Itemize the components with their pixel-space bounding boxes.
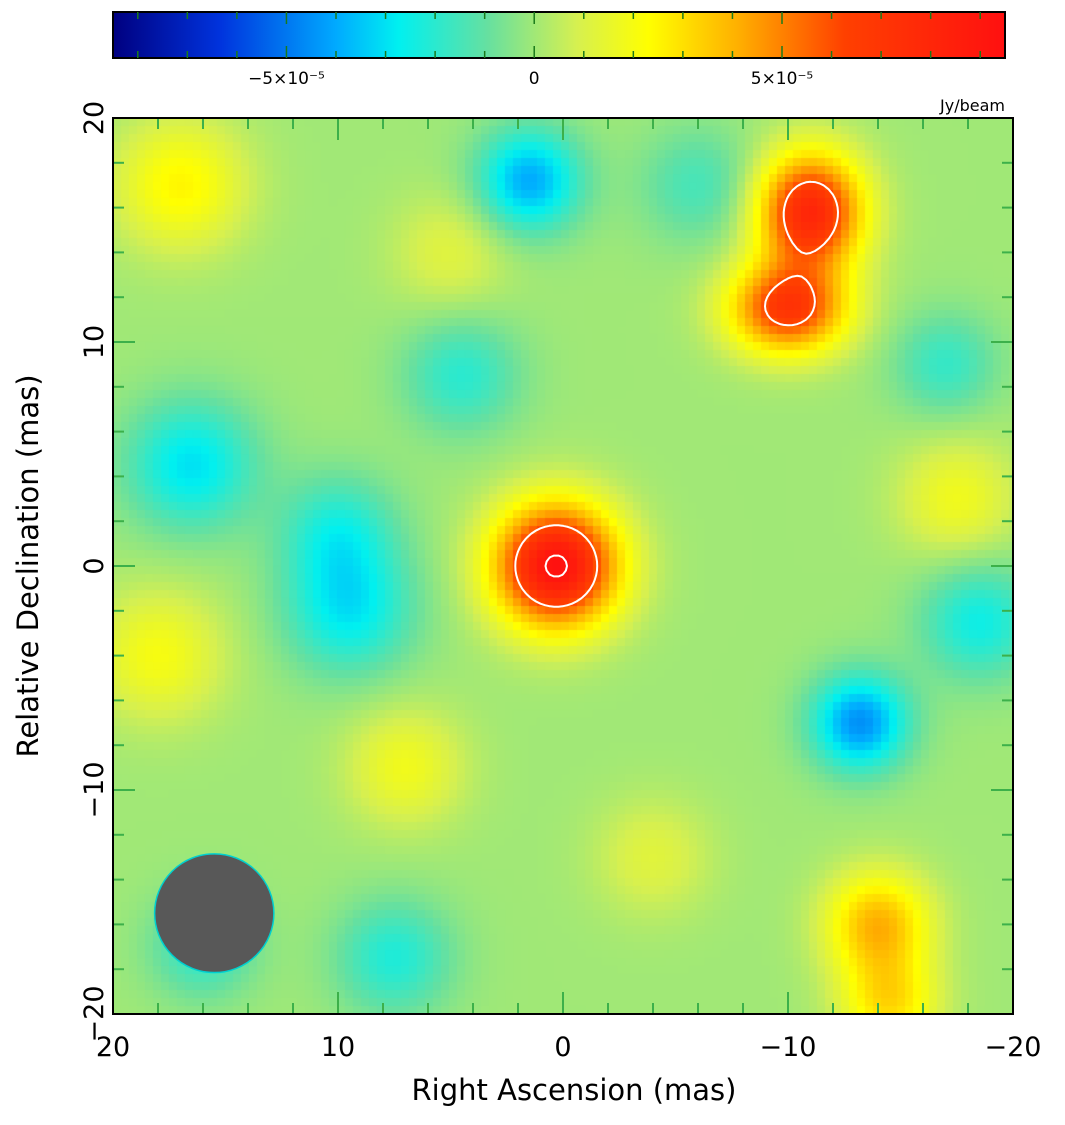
colorbar-tick-label: 0: [529, 69, 540, 89]
contours: [514, 180, 839, 608]
colorbar-gradient: [113, 12, 1005, 58]
x-tick-label: −20: [985, 1032, 1042, 1063]
y-tick-label: 0: [79, 557, 110, 574]
y-tick-label: −10: [79, 762, 110, 819]
colorbar-frame: [112, 11, 1006, 59]
x-axis-label: Right Ascension (mas): [412, 1073, 737, 1107]
y-tick-label: −20: [79, 986, 110, 1043]
x-tick-label: 10: [321, 1032, 355, 1063]
y-tick-label: 20: [79, 101, 110, 135]
y-axis-label: Relative Declination (mas): [11, 374, 45, 757]
colorbar-unit: Jy/beam: [939, 96, 1005, 115]
x-tick-label: 20: [96, 1032, 130, 1063]
colorbar: −5×10⁻⁵ 0 5×10⁻⁵ Jy/beam: [112, 11, 1006, 115]
y-tick-labels: −20 −10 0 10 20: [79, 101, 110, 1043]
contour-level-2: [544, 554, 568, 578]
y-tick-label: 10: [79, 325, 110, 359]
map-frame: [112, 117, 1014, 1015]
colorbar-ticks: [137, 12, 981, 58]
x-tick-label: 0: [554, 1032, 571, 1063]
x-tick-labels: 20 10 0 −10 −20: [96, 1032, 1042, 1063]
colorbar-tick-label: −5×10⁻⁵: [248, 69, 325, 89]
x-tick-label: −10: [760, 1032, 817, 1063]
colorbar-tick-labels: −5×10⁻⁵ 0 5×10⁻⁵: [248, 69, 813, 89]
beam-ellipse: [153, 853, 275, 974]
colorbar-tick-label: 5×10⁻⁵: [751, 69, 813, 89]
heatmap-image: [113, 118, 1013, 1014]
contour-level-1: [514, 180, 839, 608]
map-panel: [112, 117, 1014, 1015]
